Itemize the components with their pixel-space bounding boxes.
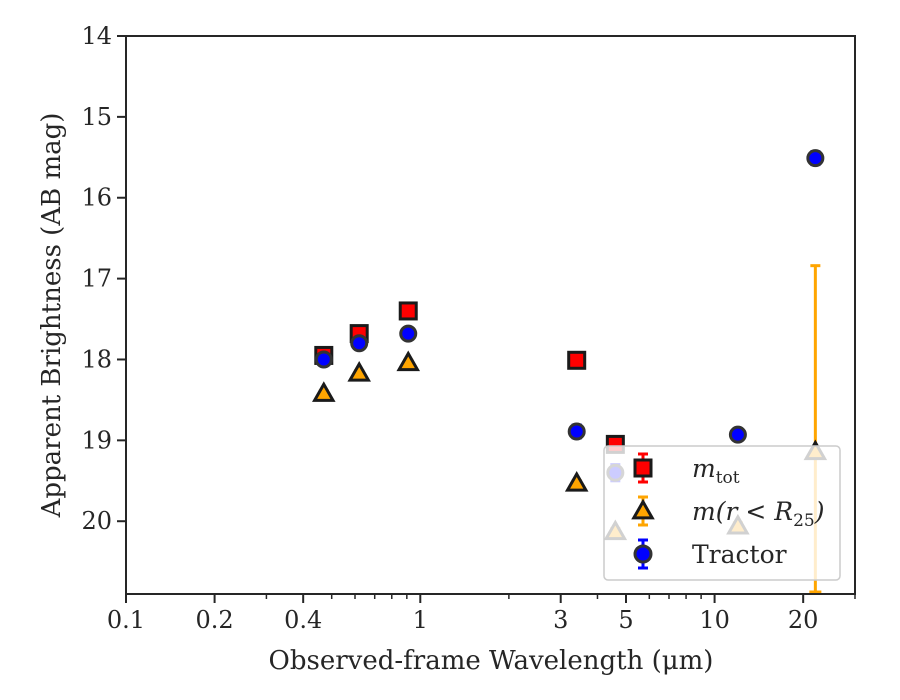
y-tick-label-3: 17 <box>81 265 112 293</box>
y-tick-label-2: 16 <box>81 184 112 212</box>
series-1-point-3 <box>564 470 589 492</box>
y-tick-label-1: 15 <box>81 103 112 131</box>
x-tick-label-1: 0.2 <box>196 606 234 634</box>
y-tick-label-0: 14 <box>81 22 112 50</box>
series-0-point-3 <box>567 350 587 370</box>
series-1-point-1 <box>347 361 371 382</box>
plot-frame <box>125 35 856 595</box>
series-2-point-6 <box>806 149 825 168</box>
legend-label-0: mtot <box>692 454 740 488</box>
series-2-point-5 <box>728 425 747 444</box>
x-tick-label-6: 10 <box>699 606 730 634</box>
series-2-point-0 <box>314 350 333 369</box>
x-tick-label-4: 3 <box>553 606 568 634</box>
x-tick-label-3: 1 <box>413 606 428 634</box>
x-tick-label-5: 5 <box>618 606 633 634</box>
y-tick-label-6: 20 <box>81 507 112 535</box>
series-2-point-1 <box>350 334 369 353</box>
legend-box <box>603 445 841 581</box>
x-tick-label-7: 20 <box>788 606 819 634</box>
y-tick-label-5: 19 <box>81 426 112 454</box>
x-axis-label: Observed-frame Wavelength (μm) <box>269 646 714 676</box>
legend-marker-2 <box>633 544 653 564</box>
series-1-point-0 <box>312 381 336 402</box>
series-1-point-2 <box>396 350 421 372</box>
legend-marker-1 <box>631 498 655 520</box>
legend-marker-0 <box>633 458 653 478</box>
legend: mtot m(r < R25) Tractor <box>603 445 841 581</box>
x-tick-label-2: 0.4 <box>284 606 322 634</box>
legend-label-1: m(r < R25) <box>692 497 824 531</box>
series-2-point-3 <box>567 422 586 441</box>
x-tick-label-0: 0.1 <box>107 606 145 634</box>
series-0-point-2 <box>398 301 418 321</box>
series-2-point-2 <box>399 324 418 343</box>
legend-label-2: Tractor <box>692 540 787 569</box>
y-axis-label: Apparent Brightness (AB mag) <box>37 113 67 519</box>
series-1-error-bar-6 <box>810 264 821 454</box>
y-tick-label-4: 18 <box>81 345 112 373</box>
axes: 0.1 0.2 0.4 1 3 5 10 20 14 15 16 17 18 19 20 <box>81 22 856 634</box>
